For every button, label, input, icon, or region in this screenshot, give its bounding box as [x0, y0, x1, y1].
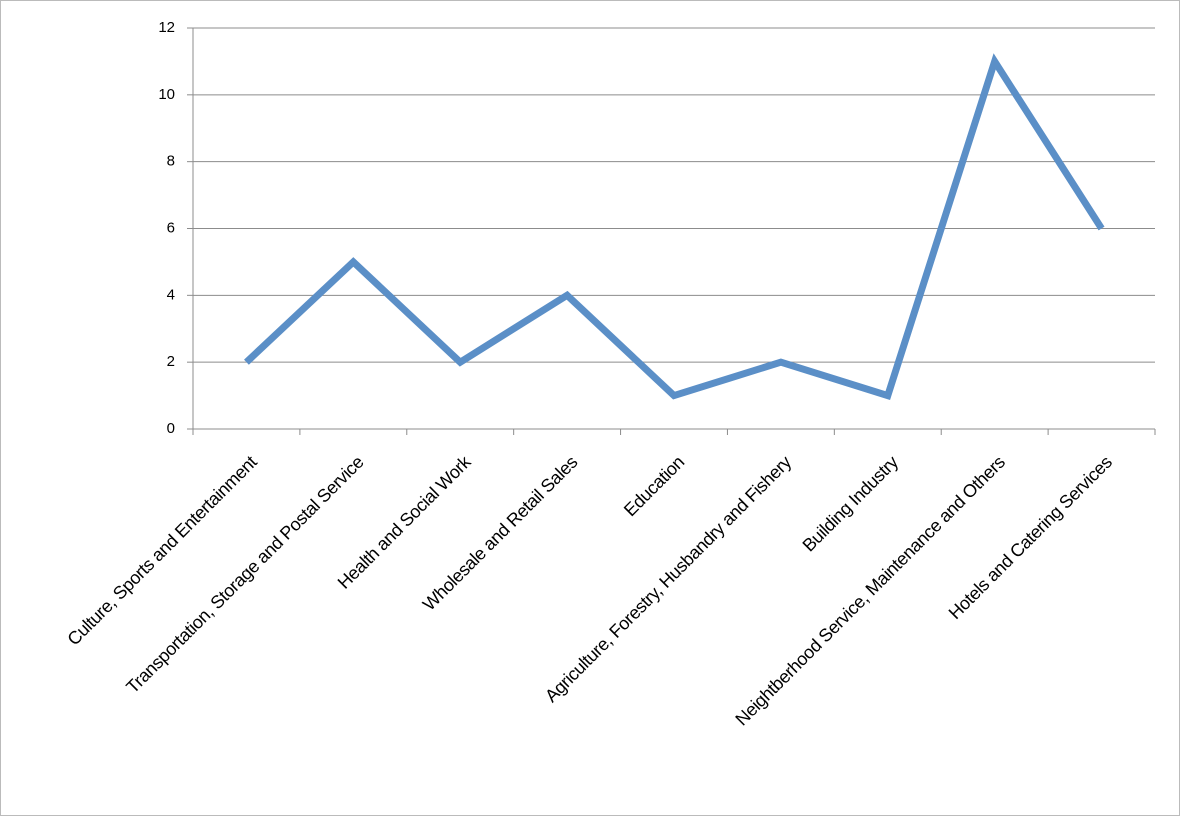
y-tick-label: 4 [167, 286, 175, 303]
y-tick-label: 2 [167, 353, 175, 370]
y-tick-label: 12 [158, 19, 175, 36]
y-tick-label: 10 [158, 86, 175, 103]
data-line [244, 53, 1105, 400]
y-tick-label: 0 [167, 420, 175, 437]
y-tick-label: 8 [167, 153, 175, 170]
y-tick-label: 6 [167, 219, 175, 236]
